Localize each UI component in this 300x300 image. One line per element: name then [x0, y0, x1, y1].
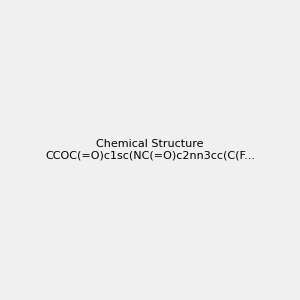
Text: Chemical Structure
CCOC(=O)c1sc(NC(=O)c2nn3cc(C(F...: Chemical Structure CCOC(=O)c1sc(NC(=O)c2… [45, 139, 255, 161]
